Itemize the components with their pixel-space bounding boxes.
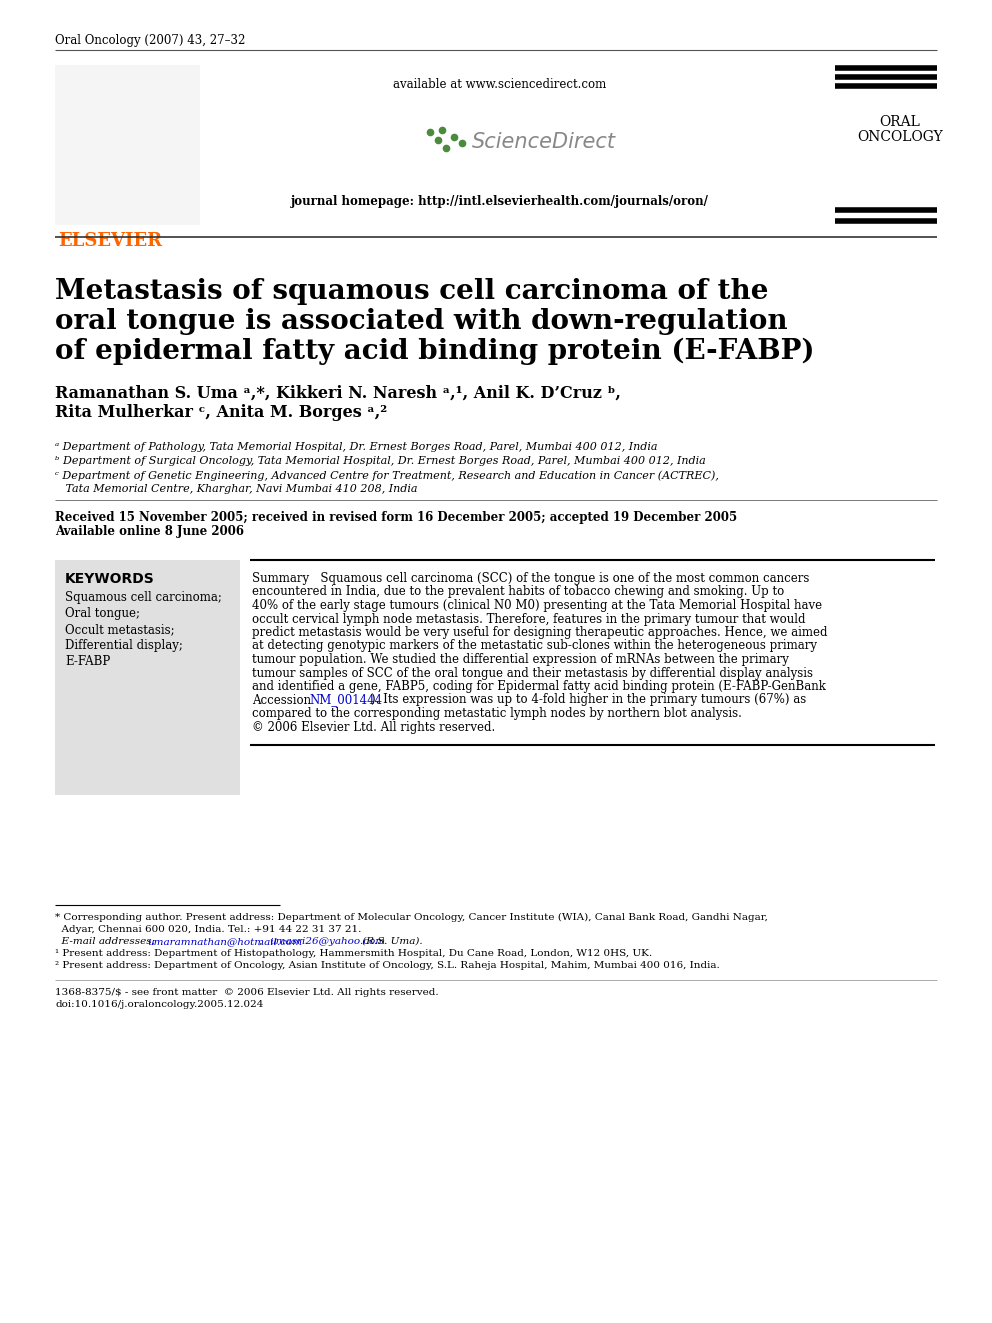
Text: ² Present address: Department of Oncology, Asian Institute of Oncology, S.L. Rah: ² Present address: Department of Oncolog… — [55, 960, 720, 970]
Text: Oral tongue;: Oral tongue; — [65, 607, 140, 620]
Text: occult cervical lymph node metastasis. Therefore, features in the primary tumour: occult cervical lymph node metastasis. T… — [252, 613, 806, 626]
Text: Adyar, Chennai 600 020, India. Tel.: +91 44 22 31 37 21.: Adyar, Chennai 600 020, India. Tel.: +91… — [55, 925, 361, 934]
Text: ᵇ Department of Surgical Oncology, Tata Memorial Hospital, Dr. Ernest Borges Roa: ᵇ Department of Surgical Oncology, Tata … — [55, 456, 705, 466]
Text: ONCOLOGY: ONCOLOGY — [857, 130, 942, 144]
Text: encountered in India, due to the prevalent habits of tobacco chewing and smoking: encountered in India, due to the prevale… — [252, 586, 785, 598]
Text: Tata Memorial Centre, Kharghar, Navi Mumbai 410 208, India: Tata Memorial Centre, Kharghar, Navi Mum… — [55, 484, 418, 493]
Text: ScienceDirect: ScienceDirect — [472, 132, 616, 152]
Text: predict metastasis would be very useful for designing therapeutic approaches. He: predict metastasis would be very useful … — [252, 626, 827, 639]
Text: at detecting genotypic markers of the metastatic sub-clones within the heterogen: at detecting genotypic markers of the me… — [252, 639, 817, 652]
Text: oral tongue is associated with down-regulation: oral tongue is associated with down-regu… — [55, 308, 788, 335]
Text: ). Its expression was up to 4-fold higher in the primary tumours (67%) as: ). Its expression was up to 4-fold highe… — [371, 693, 806, 706]
Text: umaramnathan@hotmail.com: umaramnathan@hotmail.com — [147, 937, 303, 946]
Text: ORAL: ORAL — [880, 115, 921, 130]
Bar — [55, 65, 200, 225]
Text: NM_001444: NM_001444 — [309, 693, 382, 706]
Text: Received 15 November 2005; received in revised form 16 December 2005; accepted 1: Received 15 November 2005; received in r… — [55, 511, 737, 524]
Text: compared to the corresponding metastatic lymph nodes by northern blot analysis.: compared to the corresponding metastatic… — [252, 706, 742, 720]
Text: KEYWORDS: KEYWORDS — [65, 572, 155, 586]
Text: Rita Mulherkar ᶜ, Anita M. Borges ᵃ,²: Rita Mulherkar ᶜ, Anita M. Borges ᵃ,² — [55, 404, 387, 421]
Text: E-FABP: E-FABP — [65, 655, 110, 668]
Text: E-mail addresses:: E-mail addresses: — [55, 937, 159, 946]
Text: (R.S. Uma).: (R.S. Uma). — [359, 937, 423, 946]
Text: available at www.sciencedirect.com: available at www.sciencedirect.com — [394, 78, 607, 91]
Text: and identified a gene, FABP5, coding for Epidermal fatty acid binding protein (E: and identified a gene, FABP5, coding for… — [252, 680, 826, 693]
Text: * Corresponding author. Present address: Department of Molecular Oncology, Cance: * Corresponding author. Present address:… — [55, 913, 768, 922]
Text: ᶜ Department of Genetic Engineering, Advanced Centre for Treatment, Research and: ᶜ Department of Genetic Engineering, Adv… — [55, 470, 719, 480]
Bar — [55, 560, 240, 795]
Text: tumour population. We studied the differential expression of mRNAs between the p: tumour population. We studied the differ… — [252, 654, 789, 665]
Text: Available online 8 June 2006: Available online 8 June 2006 — [55, 525, 244, 538]
Text: Summary   Squamous cell carcinoma (SCC) of the tongue is one of the most common : Summary Squamous cell carcinoma (SCC) of… — [252, 572, 809, 585]
Text: 40% of the early stage tumours (clinical N0 M0) presenting at the Tata Memorial : 40% of the early stage tumours (clinical… — [252, 599, 822, 613]
Text: Accession: Accession — [252, 693, 314, 706]
Text: Differential display;: Differential display; — [65, 639, 183, 652]
Text: 1368-8375/$ - see front matter  © 2006 Elsevier Ltd. All rights reserved.: 1368-8375/$ - see front matter © 2006 El… — [55, 988, 438, 998]
Text: tumour samples of SCC of the oral tongue and their metastasis by differential di: tumour samples of SCC of the oral tongue… — [252, 667, 813, 680]
Text: ¹ Present address: Department of Histopathology, Hammersmith Hospital, Du Cane R: ¹ Present address: Department of Histopa… — [55, 949, 652, 958]
Text: umasri26@yahoo.com: umasri26@yahoo.com — [269, 937, 385, 946]
Text: Squamous cell carcinoma;: Squamous cell carcinoma; — [65, 591, 222, 605]
Text: Metastasis of squamous cell carcinoma of the: Metastasis of squamous cell carcinoma of… — [55, 278, 769, 306]
Text: journal homepage: http://intl.elsevierhealth.com/journals/oron/: journal homepage: http://intl.elsevierhe… — [291, 194, 709, 208]
Text: © 2006 Elsevier Ltd. All rights reserved.: © 2006 Elsevier Ltd. All rights reserved… — [252, 721, 495, 733]
Text: ᵃ Department of Pathology, Tata Memorial Hospital, Dr. Ernest Borges Road, Parel: ᵃ Department of Pathology, Tata Memorial… — [55, 442, 658, 452]
Text: Occult metastasis;: Occult metastasis; — [65, 623, 175, 636]
Text: Oral Oncology (2007) 43, 27–32: Oral Oncology (2007) 43, 27–32 — [55, 34, 245, 48]
Text: ,: , — [259, 937, 266, 946]
Text: of epidermal fatty acid binding protein (E-FABP): of epidermal fatty acid binding protein … — [55, 337, 814, 365]
Text: ELSEVIER: ELSEVIER — [58, 232, 162, 250]
Text: doi:10.1016/j.oraloncology.2005.12.024: doi:10.1016/j.oraloncology.2005.12.024 — [55, 1000, 263, 1009]
Text: Ramanathan S. Uma ᵃ,*, Kikkeri N. Naresh ᵃ,¹, Anil K. D’Cruz ᵇ,: Ramanathan S. Uma ᵃ,*, Kikkeri N. Naresh… — [55, 385, 621, 402]
